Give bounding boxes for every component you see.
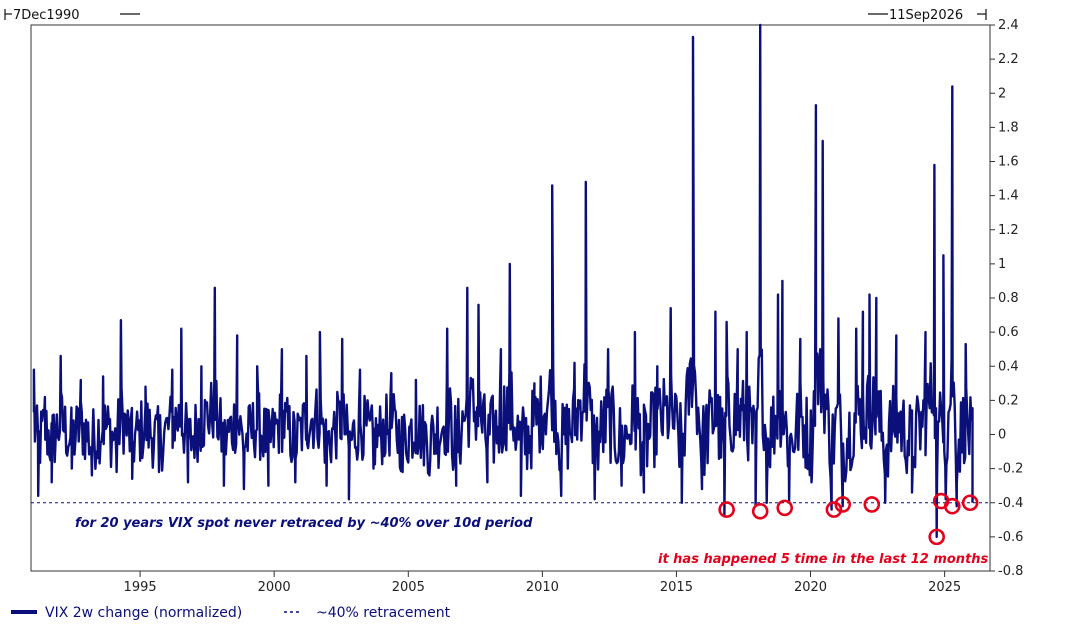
series-vix-line bbox=[32, 23, 974, 539]
y-axis: -0.8 -0.6 -0.4 -0.2 0 0.2 0.4 0.6 0.8 1 1.2 1.4 1.6 1… bbox=[990, 18, 1023, 579]
x-tick-label: 2010 bbox=[526, 580, 559, 595]
y-tick-label: 0.6 bbox=[998, 325, 1019, 340]
y-tick-label: -0.8 bbox=[998, 564, 1023, 579]
x-tick-label: 2005 bbox=[392, 580, 425, 595]
y-tick-label: 0.8 bbox=[998, 291, 1019, 306]
x-tick-label: 2000 bbox=[258, 580, 291, 595]
y-tick-label: 2.2 bbox=[998, 52, 1019, 67]
y-tick-label: -0.6 bbox=[998, 530, 1023, 545]
highlight-circle bbox=[825, 501, 843, 518]
x-tick-label: 2015 bbox=[660, 580, 693, 595]
highlight-circle bbox=[834, 496, 852, 513]
highlight-circle bbox=[928, 528, 945, 546]
highlight-circles bbox=[718, 492, 979, 546]
highlight-circle bbox=[718, 501, 735, 518]
y-tick-label: 0 bbox=[998, 428, 1006, 443]
legend-label-retracement: ~40% retracement bbox=[316, 605, 451, 621]
highlight-circle bbox=[943, 497, 961, 515]
y-tick-label: 1.2 bbox=[998, 223, 1019, 238]
annotation-happened-5-times: it has happened 5 time in the last 12 mo… bbox=[658, 552, 989, 567]
highlight-circle bbox=[776, 499, 794, 517]
y-tick-label: 1.8 bbox=[998, 120, 1019, 135]
start-date-label: 7Dec1990 bbox=[13, 8, 80, 23]
end-date-label: 11Sep2026 bbox=[889, 8, 963, 23]
y-tick-label: 0.4 bbox=[998, 359, 1019, 374]
y-tick-label: -0.2 bbox=[998, 462, 1023, 477]
x-tick-label: 1995 bbox=[124, 580, 157, 595]
x-tick-label: 2020 bbox=[794, 580, 827, 595]
highlight-circle bbox=[751, 502, 769, 520]
x-tick-label: 2025 bbox=[928, 580, 961, 595]
y-tick-label: 1 bbox=[998, 257, 1006, 272]
highlight-circle bbox=[863, 496, 881, 513]
y-tick-label: 1.4 bbox=[998, 189, 1019, 204]
y-tick-label: 2.4 bbox=[998, 18, 1019, 33]
legend: VIX 2w change (normalized) ~40% retracem… bbox=[11, 605, 451, 621]
annotation-never-retraced: for 20 years VIX spot never retraced by … bbox=[75, 516, 533, 531]
legend-label-vix: VIX 2w change (normalized) bbox=[45, 605, 242, 621]
y-tick-label: 2 bbox=[998, 86, 1006, 101]
highlight-circle bbox=[961, 494, 979, 512]
x-axis: 1995 2000 2005 2010 2015 2020 2025 bbox=[124, 571, 961, 595]
y-tick-label: 0.2 bbox=[998, 393, 1019, 408]
y-tick-label: 1.6 bbox=[998, 155, 1019, 170]
y-tick-label: -0.4 bbox=[998, 496, 1023, 511]
